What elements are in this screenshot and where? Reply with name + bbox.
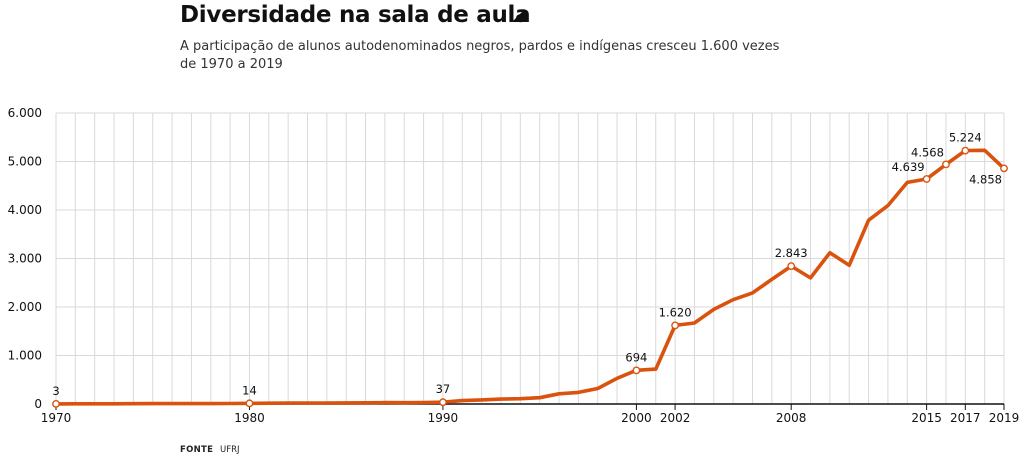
x-tick-label: 1990 — [428, 411, 459, 425]
source-value: UFRJ — [219, 445, 240, 455]
page-title: Diversidade na sala de aula — [180, 2, 531, 28]
data-point-marker — [961, 146, 970, 155]
y-tick-label: 0 — [34, 397, 42, 411]
triangle-icon — [512, 9, 525, 22]
data-point-marker — [942, 160, 950, 169]
data-label: 3 — [52, 384, 59, 398]
data-point-marker — [922, 175, 931, 183]
data-point-marker — [245, 399, 254, 408]
data-point-marker — [787, 262, 796, 271]
y-tick-label: 2.000 — [8, 300, 42, 314]
data-label: 14 — [242, 383, 257, 397]
y-tick-label: 5.000 — [8, 155, 42, 169]
y-tick-label: 1.000 — [8, 349, 42, 363]
x-tick-label: 2002 — [660, 411, 691, 425]
x-tick-label: 1970 — [41, 411, 72, 425]
y-tick-label: 6.000 — [8, 106, 42, 120]
data-label: 5.224 — [949, 131, 982, 145]
data-label: 1.620 — [659, 305, 692, 319]
x-tick-label: 2017 — [950, 411, 981, 425]
source-label: FONTE — [180, 445, 214, 455]
x-tick-label: 2015 — [911, 411, 942, 425]
data-point-marker — [632, 366, 641, 375]
data-point-marker — [439, 398, 447, 407]
x-tick-label: 2019 — [989, 411, 1020, 425]
data-label: 694 — [625, 350, 647, 364]
source-note: FONTE UFRJ — [180, 445, 240, 455]
x-tick-label: 2000 — [621, 411, 652, 425]
data-label: 4.858 — [969, 172, 1002, 186]
data-label: 4.568 — [911, 145, 944, 159]
series-line — [54, 148, 1006, 406]
x-tick-label: 1980 — [234, 411, 265, 425]
data-label: 4.639 — [892, 160, 925, 174]
data-label: 2.843 — [775, 246, 808, 260]
x-tick-label: 2008 — [776, 411, 807, 425]
chart-subtitle: A participação de alunos autodenominados… — [180, 39, 780, 72]
y-tick-label: 4.000 — [8, 203, 42, 217]
data-point-marker — [671, 321, 680, 330]
data-point-marker — [52, 399, 60, 408]
data-label: 37 — [436, 382, 451, 396]
data-point-marker — [1000, 164, 1008, 173]
y-tick-label: 3.000 — [8, 252, 42, 266]
